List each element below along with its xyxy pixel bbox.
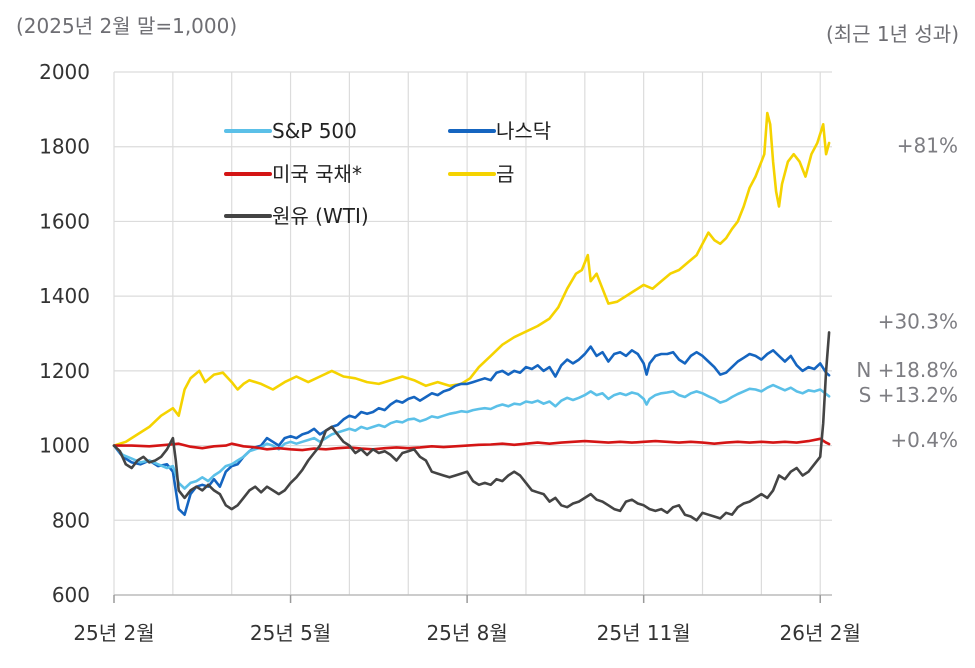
y-tick-label: 800 <box>52 508 90 532</box>
x-tick-label: 25년 2월 <box>73 621 154 645</box>
x-tick-label: 25년 8월 <box>426 621 507 645</box>
subtitle-right: (최근 1년 성과) <box>825 22 959 46</box>
end-labels: +81% N +18.8%S +13.2% +0.4% +30.3% <box>856 134 958 452</box>
series-line-2 <box>112 383 831 490</box>
x-axis: 25년 2월 25년 5월 25년 8월 25년 11월 26년 2월 <box>73 595 861 645</box>
end-label-1: N +18.8% <box>856 358 958 382</box>
x-tick-label: 26년 2월 <box>780 621 861 645</box>
series-line-0 <box>112 111 831 447</box>
subtitle-left: (2025년 2월 말=1,000) <box>16 14 238 38</box>
end-label-2: S +13.2% <box>859 383 958 407</box>
y-tick-label: 1200 <box>39 359 90 383</box>
y-tick-label: 1800 <box>39 135 90 159</box>
y-tick-label: 1600 <box>39 209 90 233</box>
end-label-3: +0.4% <box>890 428 958 452</box>
x-tick-label: 25년 5월 <box>250 621 331 645</box>
legend-label-2: 미국 국채* <box>272 162 362 186</box>
y-tick-label: 1000 <box>39 434 90 458</box>
legend-label-4: 원유 (WTI) <box>272 204 369 228</box>
y-tick-label: 600 <box>52 583 90 607</box>
legend-label-0: S&P 500 <box>272 119 357 143</box>
legend-label-1: 나스닥 <box>496 119 551 143</box>
y-axis: 600 800 1000 1200 1400 1600 1800 2000 <box>39 60 90 607</box>
end-label-0: +81% <box>897 134 958 158</box>
y-tick-label: 2000 <box>39 60 90 84</box>
x-tick-label: 25년 11월 <box>597 621 691 645</box>
y-tick-label: 1400 <box>39 284 90 308</box>
legend-label-3: 금 <box>496 162 514 186</box>
series-group <box>112 111 831 522</box>
end-label-4: +30.3% <box>878 309 958 333</box>
grid <box>113 71 832 596</box>
series-line-3 <box>112 437 831 452</box>
series-line-4 <box>112 331 831 522</box>
